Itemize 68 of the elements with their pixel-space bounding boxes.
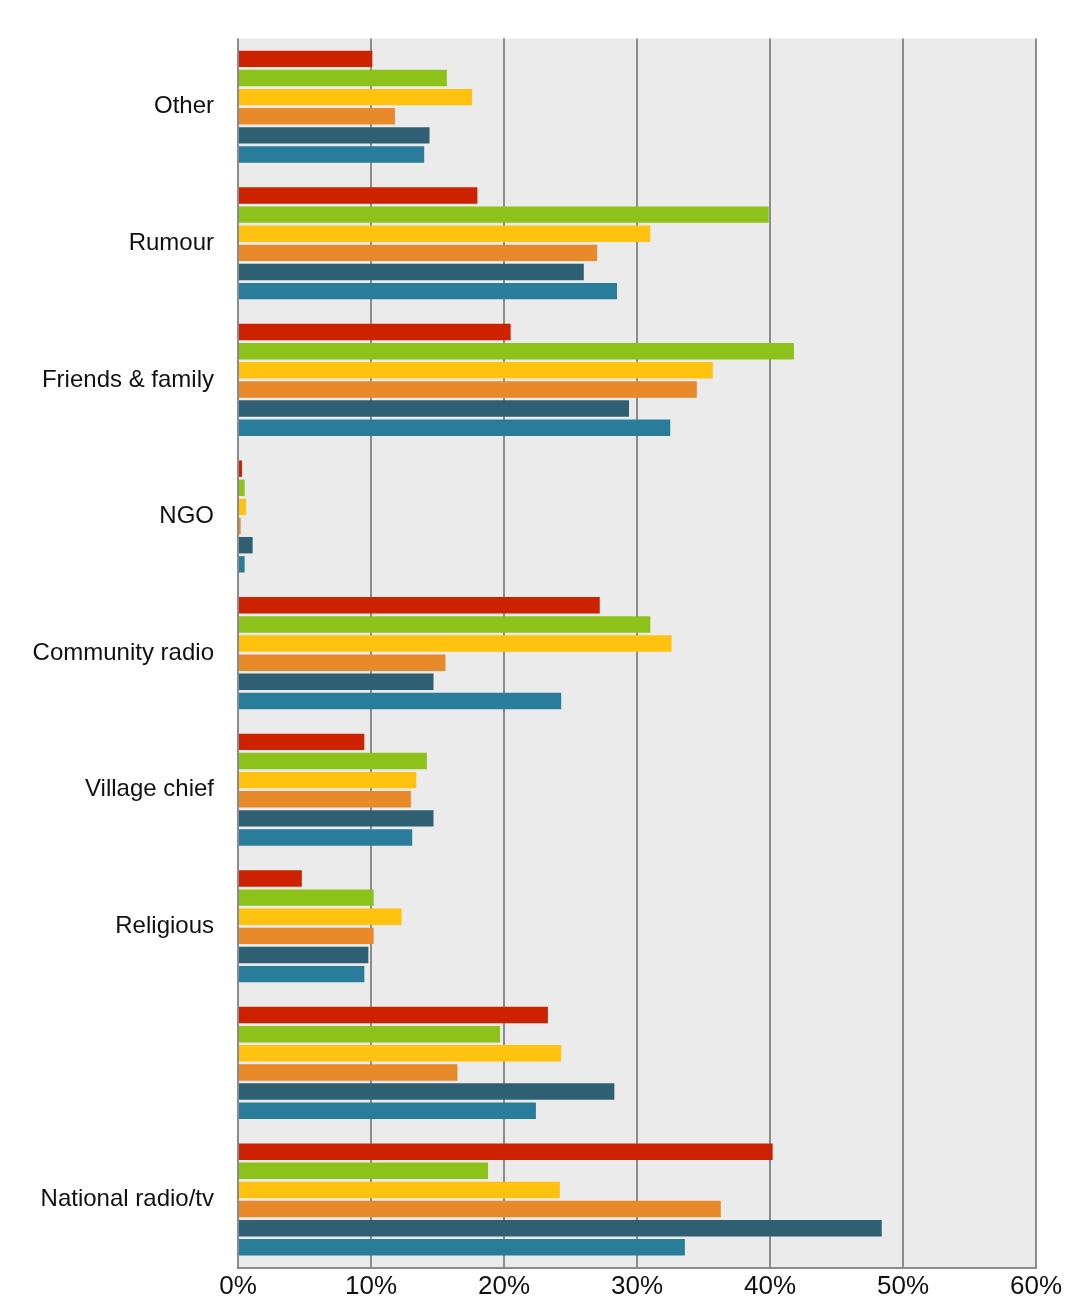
x-tick-label: 60% — [1009, 1269, 1063, 1300]
bar — [239, 127, 430, 144]
bar — [239, 829, 413, 846]
bar — [239, 654, 446, 671]
bar — [239, 1102, 536, 1119]
y-tick-label: Religious — [115, 910, 214, 938]
bar — [239, 870, 302, 887]
bar — [239, 1219, 882, 1237]
bar — [239, 946, 369, 964]
bar — [239, 791, 411, 808]
bar — [239, 889, 374, 906]
bar — [239, 536, 253, 554]
bar — [239, 263, 584, 281]
bar — [239, 597, 600, 614]
bar — [239, 244, 598, 262]
bar — [239, 1064, 458, 1081]
bar — [239, 927, 374, 945]
bar — [239, 1239, 685, 1256]
bar — [239, 187, 478, 204]
bar — [239, 69, 447, 87]
bar — [239, 733, 365, 751]
bar — [239, 108, 395, 125]
bar — [239, 419, 671, 436]
y-tick-label: Friends & family — [41, 364, 214, 392]
bar — [239, 498, 246, 516]
bar — [239, 1025, 501, 1043]
y-tick-label: National radio/tv — [40, 1184, 214, 1212]
bar — [239, 362, 713, 379]
bar — [239, 1143, 773, 1160]
bar — [239, 342, 794, 360]
bar — [239, 771, 417, 789]
bar — [239, 752, 427, 770]
bar — [239, 673, 434, 691]
bar — [239, 1006, 548, 1024]
x-tick-label: 40% — [743, 1269, 797, 1300]
bar — [239, 635, 672, 652]
bar — [239, 616, 651, 633]
y-tick-label: NGO — [159, 501, 214, 529]
bar — [239, 692, 562, 710]
x-tick-label: 20% — [477, 1269, 531, 1300]
bar — [239, 50, 373, 68]
bar — [239, 479, 245, 497]
bar — [239, 323, 511, 341]
bar — [239, 88, 473, 106]
bar — [239, 965, 365, 983]
bar — [239, 908, 402, 925]
bar — [239, 1181, 560, 1199]
bar — [239, 225, 651, 242]
bar — [239, 1083, 615, 1100]
bar — [239, 460, 242, 477]
x-tick-label: 10% — [344, 1269, 398, 1300]
bar — [239, 810, 434, 827]
x-tick-label: 30% — [610, 1269, 664, 1300]
x-tick-label: 0% — [219, 1269, 257, 1300]
bar — [239, 1200, 721, 1218]
y-tick-label: Village chief — [85, 774, 215, 802]
x-tick-label: 50% — [876, 1269, 930, 1300]
bar — [239, 400, 630, 417]
y-tick-label: Community radio — [32, 637, 214, 665]
bar — [239, 146, 425, 163]
bar — [239, 556, 245, 573]
y-tick-label: Rumour — [128, 227, 215, 255]
bar — [239, 1045, 562, 1062]
bar — [239, 282, 618, 300]
y-tick-label: Other — [153, 91, 214, 119]
bar — [239, 206, 769, 223]
bar — [239, 381, 697, 398]
bar — [239, 1162, 489, 1180]
